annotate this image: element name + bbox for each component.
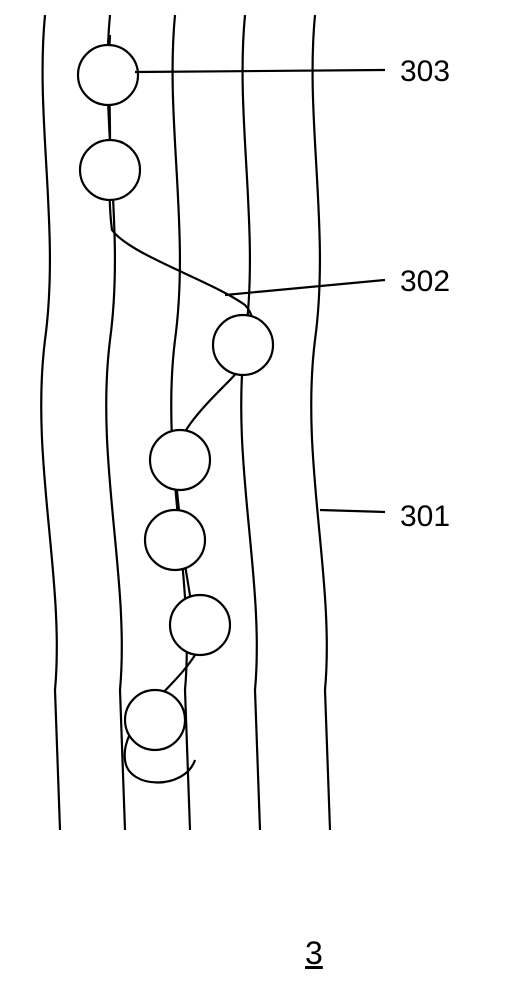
node-circle-6 xyxy=(170,595,230,655)
wavy-line-5 xyxy=(311,15,330,830)
wavy-line-4 xyxy=(241,15,260,830)
node-circle-1 xyxy=(78,45,138,105)
label-302: 302 xyxy=(400,265,450,299)
node-circle-5 xyxy=(145,510,205,570)
node-circle-4 xyxy=(150,430,210,490)
leader-l301 xyxy=(320,510,385,512)
node-circle-2 xyxy=(80,140,140,200)
wavy-line-1 xyxy=(41,15,60,830)
node-circle-3 xyxy=(213,315,273,375)
label-301: 301 xyxy=(400,500,450,534)
node-circle-7 xyxy=(125,690,185,750)
label-303: 303 xyxy=(400,55,450,89)
figure-number: 3 xyxy=(305,935,323,972)
